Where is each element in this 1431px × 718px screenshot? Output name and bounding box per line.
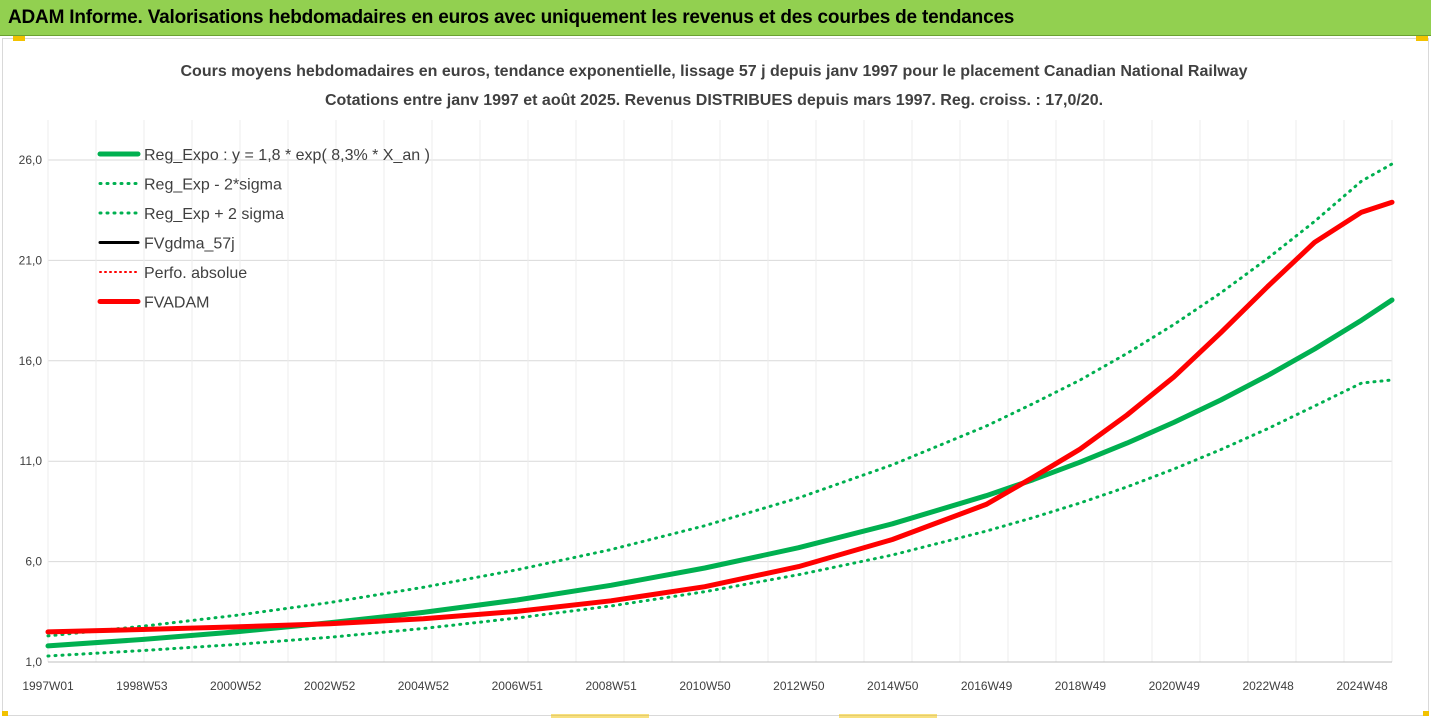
frame-corner-top-right: [1416, 36, 1428, 41]
x-tick-label: 2014W50: [867, 679, 919, 693]
y-axis-ticks: 1,0 6,0 11,0 16,0 21,0 26,0: [19, 153, 43, 669]
x-tick-label: 2016W49: [961, 679, 1013, 693]
y-tick-label: 6,0: [25, 555, 42, 569]
legend-label: FVADAM: [144, 295, 209, 312]
x-tick-label: 2022W48: [1242, 679, 1294, 693]
frame-scroll-mark-2: [839, 714, 937, 718]
legend: Reg_Expo : y = 1,8 * exp( 8,3% * X_an ) R…: [97, 147, 430, 312]
y-tick-label: 11,0: [20, 454, 43, 468]
y-tick-label: 26,0: [19, 153, 43, 167]
frame-corner-bottom-right: [1423, 711, 1429, 716]
x-tick-label: 2006W51: [492, 679, 544, 693]
legend-label: Reg_Exp - 2*sigma: [144, 177, 282, 194]
y-tick-label: 16,0: [19, 354, 43, 368]
y-tick-label: 21,0: [19, 253, 43, 267]
x-tick-label: 2000W52: [210, 679, 262, 693]
series-line: [47, 201, 1393, 633]
x-tick-label: 2024W48: [1336, 679, 1388, 693]
y-tick-label: 1,0: [25, 655, 42, 669]
legend-label: FVgdma_57j: [144, 236, 235, 253]
grid: [47, 120, 1393, 663]
x-tick-label: 2008W51: [585, 679, 637, 693]
frame-scroll-mark-1: [551, 714, 649, 718]
frame-corner-top-left: [13, 36, 25, 41]
x-tick-label: 1998W53: [116, 679, 168, 693]
page-title: ADAM Informe. Valorisations hebdomadaire…: [8, 7, 1015, 28]
chart-title-line-1: Cours moyens hebdomadaires en euros, ten…: [180, 63, 1247, 80]
x-tick-label: 2020W49: [1149, 679, 1201, 693]
legend-label: Reg_Exp + 2 sigma: [144, 206, 284, 223]
x-tick-label: 1997W01: [22, 679, 74, 693]
x-tick-label: 2004W52: [398, 679, 450, 693]
x-tick-label: 2002W52: [304, 679, 356, 693]
legend-label: Perfo. absolue: [144, 265, 247, 282]
legend-label: Reg_Expo : y = 1,8 * exp( 8,3% * X_an ): [144, 147, 430, 164]
x-tick-label: 2012W50: [773, 679, 825, 693]
series-line: [46, 378, 1394, 658]
series-lines: [45, 162, 1395, 658]
x-tick-label: 2018W49: [1055, 679, 1107, 693]
header-bar: ADAM Informe. Valorisations hebdomadaire…: [0, 0, 1431, 36]
x-axis-ticks: 1997W01 1998W53 2000W52 2002W52 2004W52 2006W…: [22, 679, 1388, 693]
x-tick-label: 2010W50: [679, 679, 731, 693]
chart-title-line-2: Cotations entre janv 1997 et août 2025. …: [325, 92, 1103, 109]
chart-frame: [2, 36, 1429, 718]
frame-corner-bottom-left: [2, 711, 8, 716]
